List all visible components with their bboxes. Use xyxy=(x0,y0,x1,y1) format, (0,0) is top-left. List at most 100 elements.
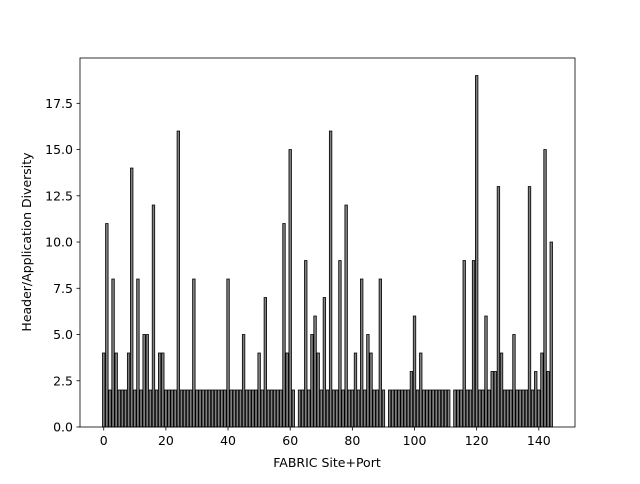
bar xyxy=(316,352,320,428)
bar xyxy=(440,389,445,428)
bar xyxy=(130,167,134,428)
bar xyxy=(186,389,190,428)
bar xyxy=(195,389,199,428)
bar xyxy=(378,278,382,428)
bar xyxy=(353,352,358,428)
x-tick-label: 120 xyxy=(465,433,489,448)
bar xyxy=(148,389,153,428)
x-tick-label: 0 xyxy=(100,433,108,448)
bar xyxy=(189,389,193,428)
bar xyxy=(465,389,469,428)
bar xyxy=(543,149,547,428)
bar xyxy=(300,389,305,428)
y-axis-label: Header/Application Diversity xyxy=(19,152,34,332)
bar xyxy=(142,334,146,428)
bar xyxy=(502,389,507,428)
bar xyxy=(366,334,370,428)
bar xyxy=(530,389,535,428)
bar xyxy=(328,130,333,428)
bar xyxy=(310,334,314,428)
bar xyxy=(537,389,541,428)
bar xyxy=(546,371,550,428)
bar xyxy=(412,315,417,428)
x-tick-label: 100 xyxy=(403,433,427,448)
bar xyxy=(403,389,407,428)
bar xyxy=(176,130,180,428)
bar xyxy=(447,389,451,428)
x-tick-label: 80 xyxy=(344,433,360,448)
bar xyxy=(409,371,414,428)
y-tick-label: 5.0 xyxy=(53,327,73,342)
bar xyxy=(269,389,274,428)
bar xyxy=(422,389,426,428)
bar xyxy=(527,186,532,428)
bar xyxy=(338,260,342,428)
bar xyxy=(344,204,348,428)
bar xyxy=(400,389,404,428)
bar xyxy=(369,352,373,428)
bar xyxy=(297,389,302,428)
bar xyxy=(126,352,131,428)
bar xyxy=(493,371,497,428)
bar xyxy=(506,389,510,428)
bar xyxy=(276,389,280,428)
bar xyxy=(363,389,367,428)
bar xyxy=(481,389,485,428)
bar xyxy=(136,278,140,428)
bar xyxy=(437,389,442,428)
bar xyxy=(204,389,208,428)
bar xyxy=(201,389,205,428)
bar xyxy=(521,389,525,428)
y-tick-label: 0.0 xyxy=(53,420,73,435)
bar xyxy=(381,389,386,428)
bar xyxy=(509,389,513,428)
bar xyxy=(484,315,488,428)
bar xyxy=(496,186,501,428)
bar xyxy=(257,352,261,428)
bar xyxy=(478,389,482,428)
bar xyxy=(139,389,143,428)
bar xyxy=(273,389,277,428)
bar xyxy=(462,260,466,428)
bar xyxy=(223,389,227,428)
bar xyxy=(360,278,364,428)
bar xyxy=(105,223,109,428)
y-tick-label: 12.5 xyxy=(45,188,73,203)
bar xyxy=(415,389,420,428)
y-tick-label: 10.0 xyxy=(45,235,73,250)
bar xyxy=(241,334,246,428)
bar xyxy=(391,389,395,428)
bar xyxy=(468,389,473,428)
bar xyxy=(198,389,202,428)
bar xyxy=(192,278,196,428)
bar xyxy=(123,389,128,428)
bar xyxy=(164,389,168,428)
bar xyxy=(238,389,243,428)
y-tick-label: 7.5 xyxy=(53,281,73,296)
bar xyxy=(179,389,184,428)
bar xyxy=(419,352,423,428)
bar xyxy=(232,389,236,428)
bar xyxy=(307,389,311,428)
bar xyxy=(549,241,553,428)
bar xyxy=(235,389,240,428)
bar xyxy=(170,389,174,428)
bar xyxy=(475,75,479,428)
bar xyxy=(431,389,435,428)
bar xyxy=(182,389,187,428)
x-tick-label: 20 xyxy=(158,433,174,448)
bar xyxy=(154,389,159,428)
bar xyxy=(471,260,476,428)
bar xyxy=(285,352,289,428)
bar xyxy=(443,389,448,428)
bar xyxy=(102,352,106,428)
bar xyxy=(325,389,330,428)
bar xyxy=(512,334,516,428)
bar xyxy=(111,278,115,428)
bar xyxy=(490,371,494,428)
bar xyxy=(213,389,218,428)
x-tick-label: 140 xyxy=(527,433,551,448)
bar xyxy=(487,389,491,428)
bar xyxy=(151,204,156,428)
